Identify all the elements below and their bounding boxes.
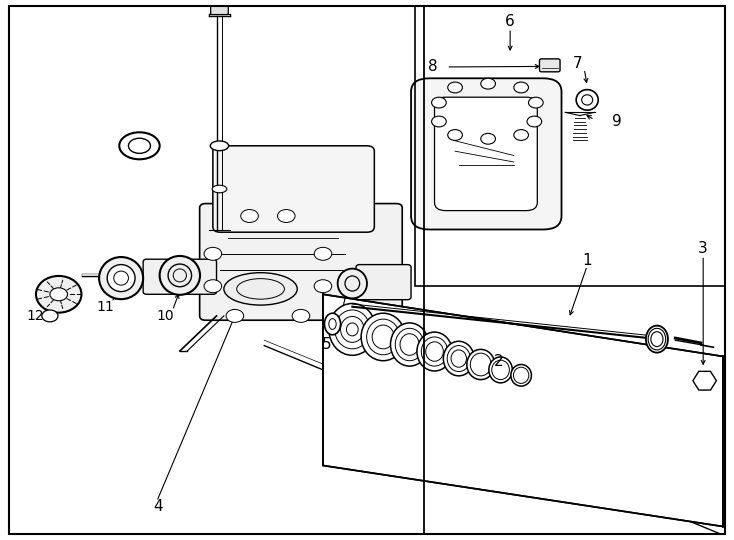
FancyBboxPatch shape [435,97,537,211]
Ellipse shape [36,276,81,313]
Ellipse shape [511,364,531,386]
Circle shape [432,97,446,108]
Text: 10: 10 [156,309,174,323]
Circle shape [528,97,543,108]
Ellipse shape [107,265,135,292]
Circle shape [448,130,462,140]
Text: 8: 8 [428,59,438,75]
Ellipse shape [99,257,143,299]
Text: 6: 6 [505,14,515,29]
Circle shape [527,116,542,127]
Text: 1: 1 [582,253,592,268]
Circle shape [314,280,332,293]
Bar [415,6,725,286]
Circle shape [514,82,528,93]
Ellipse shape [224,273,297,305]
Text: 11: 11 [96,300,114,314]
Text: 2: 2 [494,354,504,369]
Circle shape [448,82,462,93]
Text: 12: 12 [26,309,44,323]
Ellipse shape [119,132,160,159]
Circle shape [514,130,528,140]
Circle shape [241,210,258,222]
Ellipse shape [390,323,429,366]
FancyBboxPatch shape [213,146,374,232]
Ellipse shape [646,326,668,353]
Circle shape [204,280,222,293]
Ellipse shape [338,268,367,298]
Text: 4: 4 [153,499,163,514]
FancyBboxPatch shape [411,78,562,230]
Ellipse shape [467,349,495,380]
Ellipse shape [210,141,229,151]
Circle shape [432,116,446,127]
Ellipse shape [576,90,598,110]
Ellipse shape [329,303,376,355]
Circle shape [292,309,310,322]
Circle shape [277,210,295,222]
FancyBboxPatch shape [200,204,402,320]
FancyBboxPatch shape [143,259,217,294]
Circle shape [481,78,495,89]
Text: 7: 7 [573,56,583,71]
Ellipse shape [324,313,341,335]
Ellipse shape [42,310,58,322]
Polygon shape [693,372,716,390]
Ellipse shape [417,332,452,371]
Polygon shape [429,89,547,213]
FancyBboxPatch shape [211,6,228,15]
Circle shape [481,133,495,144]
Text: 5: 5 [321,337,332,352]
Ellipse shape [159,256,200,295]
Text: 3: 3 [698,241,708,256]
Circle shape [204,247,222,260]
Ellipse shape [361,313,405,361]
Ellipse shape [696,372,713,389]
FancyBboxPatch shape [356,265,411,300]
FancyBboxPatch shape [539,59,560,72]
Circle shape [50,288,68,301]
Bar [9,6,424,534]
Circle shape [226,309,244,322]
Ellipse shape [212,185,227,193]
Text: 9: 9 [611,114,622,129]
Polygon shape [323,294,723,526]
Circle shape [314,247,332,260]
Ellipse shape [443,341,474,376]
Ellipse shape [489,357,512,383]
